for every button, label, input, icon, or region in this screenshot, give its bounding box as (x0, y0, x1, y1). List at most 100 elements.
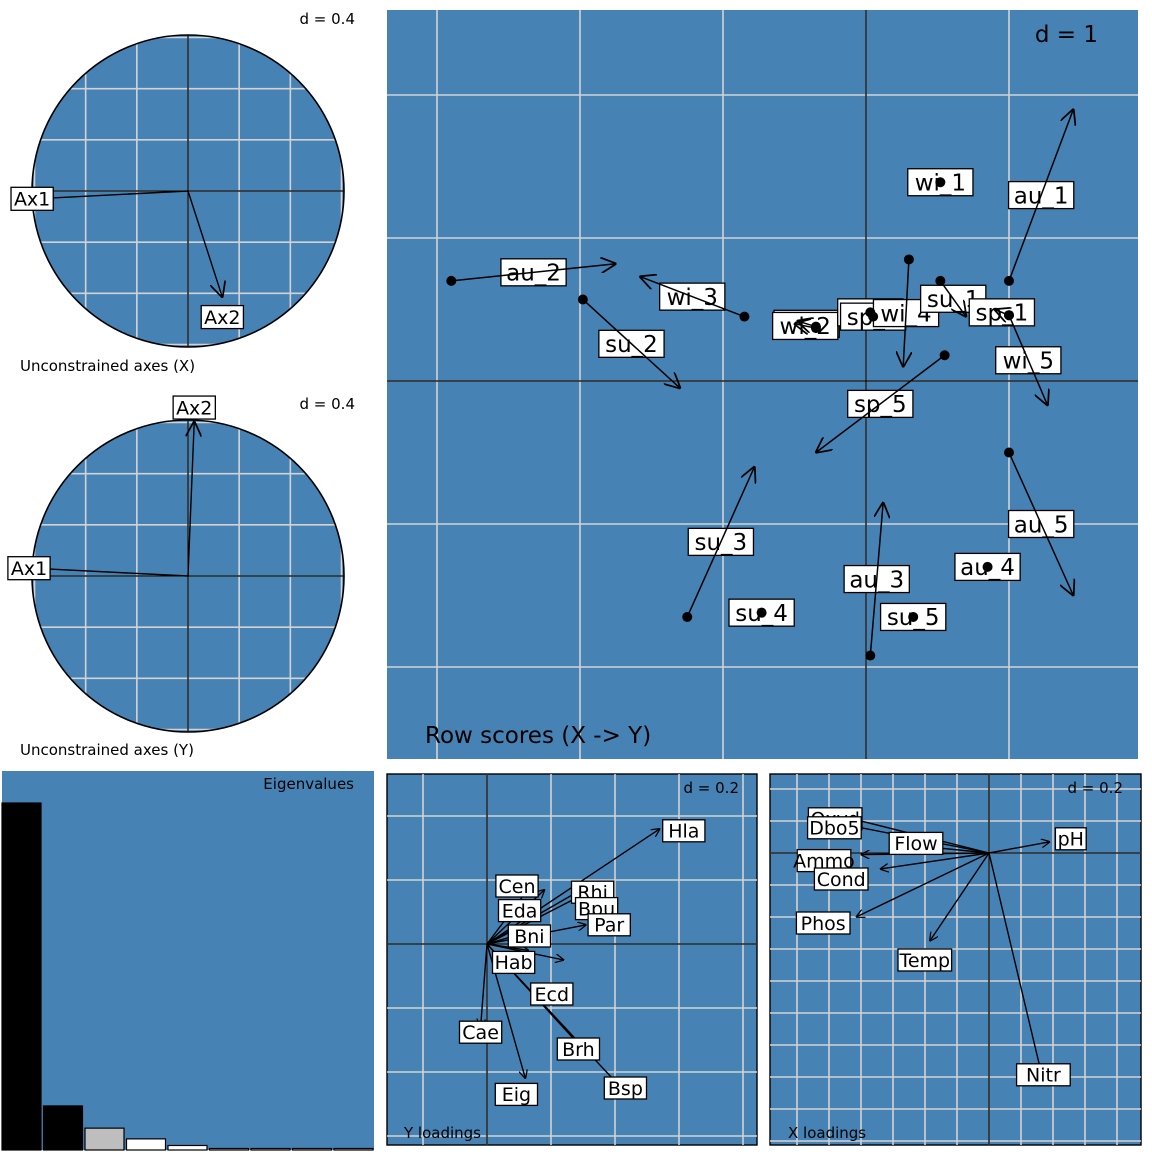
row-scores-background (387, 10, 1138, 759)
eigen-bar-4 (125, 1138, 167, 1151)
arrow-temp (930, 852, 990, 941)
label-ph-box (1054, 827, 1087, 851)
label-ax1-box (7, 556, 51, 581)
row-arrow-su-1 (939, 280, 966, 317)
label-ax1: Ax1 (11, 558, 47, 580)
row-point-wi-3 (739, 311, 750, 322)
label-ph: pH (1058, 829, 1084, 851)
label-phos-box (795, 911, 851, 935)
x-axes-caption: Unconstrained axes (X) (20, 357, 195, 375)
x-loadings-caption: X loadings (788, 1124, 866, 1142)
label-bni-box (507, 924, 552, 948)
eigen-bar-3 (84, 1127, 125, 1151)
label-ecd: Ecd (535, 984, 570, 1006)
label-eda-box (497, 898, 542, 923)
label-bsp-box (603, 1076, 648, 1100)
x-axes-d-label: d = 0.4 (300, 10, 355, 28)
label-ecd-box (530, 982, 574, 1006)
row-label-wi-3: wi_3 (667, 285, 718, 311)
arrow-ph (988, 842, 1050, 854)
label-nitr-box (1015, 1063, 1071, 1087)
x-loadings-d-label: d = 0.2 (1068, 779, 1123, 797)
row-point-su-3 (682, 611, 693, 622)
label-hla: Hla (668, 821, 699, 843)
row-point-au-3 (865, 650, 876, 661)
row-point-su-2 (577, 294, 588, 305)
row-arrow-au-5 (1008, 452, 1073, 596)
row-point-wi-1 (935, 177, 946, 188)
row-label-wi-1-box (907, 168, 974, 197)
row-label-su-2: su_2 (605, 332, 658, 358)
row-arrow-wi-4 (903, 259, 909, 366)
arrow-nitr (988, 852, 1043, 1082)
label-ax2: Ax2 (204, 307, 240, 329)
arrow-ax2 (188, 422, 194, 577)
row-point-au-5 (1004, 447, 1014, 458)
label-nitr: Nitr (1026, 1065, 1061, 1087)
row-arrow-wi-3 (640, 277, 745, 318)
label-ax2: Ax2 (176, 397, 212, 419)
row-point-su-4 (756, 607, 767, 618)
row-point-wi-2 (810, 323, 821, 334)
panel-unconstrained-axes-y: Ax1 Ax2 (7, 395, 345, 733)
row-arrow-wi-5 (1008, 314, 1048, 405)
label-temp: Temp (898, 950, 950, 972)
label-par: Par (594, 915, 624, 937)
arrow-ax1 (32, 568, 189, 576)
label-ax2-box (172, 395, 216, 420)
row-point-su-5 (908, 611, 919, 622)
label-bsp: Bsp (608, 1078, 643, 1100)
label-flow-box (888, 831, 944, 856)
label-eda: Eda (502, 900, 538, 922)
row-label-wi-2: wi_2 (780, 314, 831, 340)
eigen-bar-2 (42, 1105, 84, 1151)
label-cen-box (495, 874, 539, 898)
row-scores-caption: Row scores (X -> Y) (425, 723, 651, 749)
y-axes-d-label: d = 0.4 (300, 395, 355, 413)
label-dbo5: Dbo5 (809, 818, 859, 840)
row-label-wi-5-box (995, 346, 1062, 375)
label-phos: Phos (801, 913, 846, 935)
eigen-bar-8 (291, 1147, 333, 1151)
row-point-wi-5 (1004, 310, 1014, 321)
arrow-ax1 (35, 191, 189, 199)
label-par-box (587, 913, 631, 937)
panel-eigenvalues (1, 771, 374, 1151)
label-eig: Eig (502, 1084, 531, 1106)
label-flow: Flow (894, 833, 937, 855)
row-label-au-3-box (843, 564, 910, 594)
row-point-au-1 (1004, 275, 1014, 286)
arrow-cae (481, 943, 488, 1027)
arrow-cond (880, 852, 990, 869)
eigen-bar-5 (167, 1144, 208, 1151)
row-arrow-su-2 (582, 298, 680, 388)
row-label-sp-1: sp_1 (975, 301, 1028, 327)
row-point-sp-3 (868, 311, 879, 322)
row-arrow-au-3 (869, 503, 883, 656)
label-cond-box (813, 867, 869, 891)
y-axes-caption: Unconstrained axes (Y) (20, 741, 194, 759)
y-loadings-caption: Y loadings (403, 1124, 481, 1142)
label-dbo5-box (806, 816, 862, 840)
label-ammo: Ammo (793, 850, 855, 872)
row-label-su-2-box (598, 329, 665, 358)
row-arrow-sp-5 (816, 354, 946, 452)
panel-x-loadings: pHOxydDbo5FlowAmmoCondPhosTempNitr (769, 773, 1142, 1146)
label-cae-box (458, 1020, 503, 1044)
label-temp-box (897, 948, 953, 972)
row-point-sp-5 (939, 350, 950, 361)
label-hab-box (491, 950, 536, 975)
eigen-background (2, 771, 374, 1150)
row-arrow-au-2 (451, 264, 615, 282)
panel-unconstrained-axes-x: Ax1 Ax2 (10, 34, 345, 348)
row-arrow-au-1 (1008, 109, 1073, 282)
eigen-caption: Eigenvalues (263, 775, 354, 793)
label-brh: Brh (562, 1039, 595, 1061)
row-point-su-1 (935, 275, 946, 286)
label-ax2-box (200, 304, 245, 330)
row-point-wi-4 (903, 254, 914, 265)
label-cen: Cen (499, 876, 536, 898)
label-hab: Hab (495, 952, 533, 974)
